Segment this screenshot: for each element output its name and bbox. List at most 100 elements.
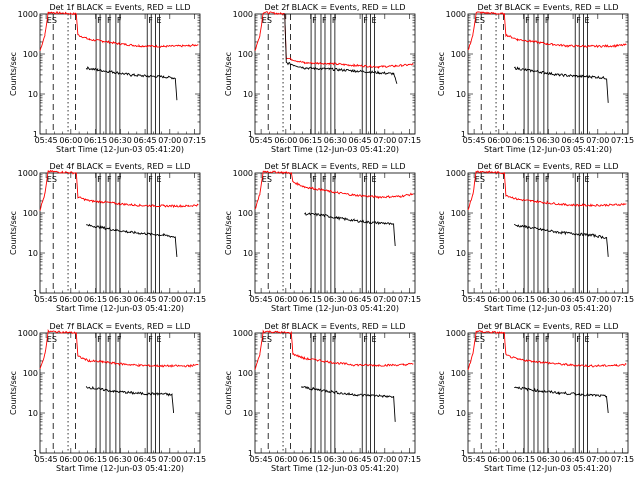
panel-title: Det 3f BLACK = Events, RED = LLD [477,3,618,12]
marker-label: F [107,16,112,25]
x-tick-label: 06:00 [487,295,510,304]
marker-label: F [525,175,530,184]
events-series-line [85,66,178,101]
marker-label: F [117,335,122,344]
y-axis-label: Counts/sec [437,52,446,96]
y-tick-label: 10 [28,249,38,258]
marker-label: F [312,16,317,25]
x-tick-label: 06:45 [562,136,585,145]
x-tick-label: 06:15 [512,455,535,464]
marker-label: F [545,175,550,184]
x-tick-label: 07:00 [586,295,609,304]
marker-label: F [545,16,550,25]
marker-label: E [156,335,161,344]
x-tick-label: 06:15 [299,295,322,304]
y-tick-label: 100 [451,369,466,378]
x-tick-label: 06:00 [274,295,297,304]
panel-1: Det 1f BLACK = Events, RED = LLD 1 10 100 10… [9,3,206,154]
panel-7: Det 7f BLACK = Events, RED = LLD 1 10 100 10… [9,322,206,473]
x-tick-label: 07:00 [158,295,181,304]
x-tick-label: 06:45 [134,295,157,304]
panel-5: Det 5f BLACK = Events, RED = LLD 1 10 100 10… [224,162,421,313]
x-axis-label: Start Time (12-Jun-03 05:41:20) [271,145,399,154]
events-series-line [85,385,175,414]
x-tick-label: 07:15 [183,455,206,464]
marker-label: E [584,335,589,344]
events-series-line [513,66,609,103]
x-tick-label: 07:00 [586,136,609,145]
x-axis-label: Start Time (12-Jun-03 05:41:20) [484,304,612,313]
marker-label: F [107,175,112,184]
marker-label: F [97,335,102,344]
panel-title: Det 8f BLACK = Events, RED = LLD [264,322,405,331]
x-tick-label: 06:00 [59,295,82,304]
marker-label: F [148,16,153,25]
marker-label: E [584,175,589,184]
marker-label: F [525,16,530,25]
x-tick-label: 07:00 [158,136,181,145]
x-tick-label: 05:45 [35,455,58,464]
x-axis-label: Start Time (12-Jun-03 05:41:20) [271,464,399,473]
x-tick-label: 07:00 [158,455,181,464]
x-tick-label: 06:00 [59,455,82,464]
marker-label: F [97,16,102,25]
x-axis-label: Start Time (12-Jun-03 05:41:20) [271,304,399,313]
y-tick-label: 1000 [233,10,253,19]
events-series-line [513,223,609,257]
x-tick-label: 05:45 [463,295,486,304]
panel-title: Det 9f BLACK = Events, RED = LLD [477,322,618,331]
panel-title: Det 6f BLACK = Events, RED = LLD [477,162,618,171]
y-tick-label: 100 [451,50,466,59]
y-tick-label: 1000 [18,329,38,338]
marker-label: F [322,175,327,184]
marker-label: F [97,175,102,184]
marker-label: E [156,175,161,184]
y-tick-label: 1 [248,289,253,298]
marker-label: F [117,175,122,184]
events-series-line [304,212,396,247]
marker-label: ES [475,175,485,184]
y-tick-label: 1 [33,449,38,458]
marker-label: F [363,175,368,184]
panel-4: Det 4f BLACK = Events, RED = LLD 1 10 100 10… [9,162,206,313]
y-tick-label: 10 [243,90,253,99]
x-tick-label: 07:15 [398,455,421,464]
x-tick-label: 06:15 [512,136,535,145]
panel-9: Det 9f BLACK = Events, RED = LLD 1 10 100 10… [437,322,634,473]
y-tick-label: 100 [23,369,38,378]
x-tick-label: 05:45 [250,455,273,464]
x-axis-label: Start Time (12-Jun-03 05:41:20) [56,464,184,473]
x-tick-label: 06:45 [134,136,157,145]
lld-series-line [467,11,627,51]
x-tick-label: 07:15 [611,455,634,464]
x-tick-label: 05:45 [250,136,273,145]
y-axis-label: Counts/sec [224,371,233,415]
marker-label: F [363,16,368,25]
x-tick-label: 06:30 [324,295,347,304]
marker-label: F [117,16,122,25]
panel-6: Det 6f BLACK = Events, RED = LLD 1 10 100 10… [437,162,634,313]
marker-label: F [576,335,581,344]
y-tick-label: 1 [33,289,38,298]
x-tick-label: 06:45 [562,455,585,464]
lld-series-line [39,11,199,52]
x-tick-label: 05:45 [35,295,58,304]
x-tick-label: 05:45 [35,136,58,145]
x-tick-label: 07:15 [398,136,421,145]
y-tick-label: 10 [456,90,466,99]
panel-2: Det 2f BLACK = Events, RED = LLD 1 10 100 10… [224,3,421,154]
y-tick-label: 1 [33,130,38,139]
x-tick-label: 06:00 [274,455,297,464]
y-tick-label: 100 [23,50,38,59]
x-axis-label: Start Time (12-Jun-03 05:41:20) [56,145,184,154]
x-tick-label: 05:45 [463,455,486,464]
y-axis-label: Counts/sec [224,211,233,255]
x-tick-label: 06:15 [84,455,107,464]
marker-label: F [322,16,327,25]
panel-title: Det 5f BLACK = Events, RED = LLD [264,162,405,171]
y-axis-label: Counts/sec [224,52,233,96]
lld-series-line [254,170,414,210]
marker-label: ES [47,335,57,344]
marker-label: F [332,175,337,184]
